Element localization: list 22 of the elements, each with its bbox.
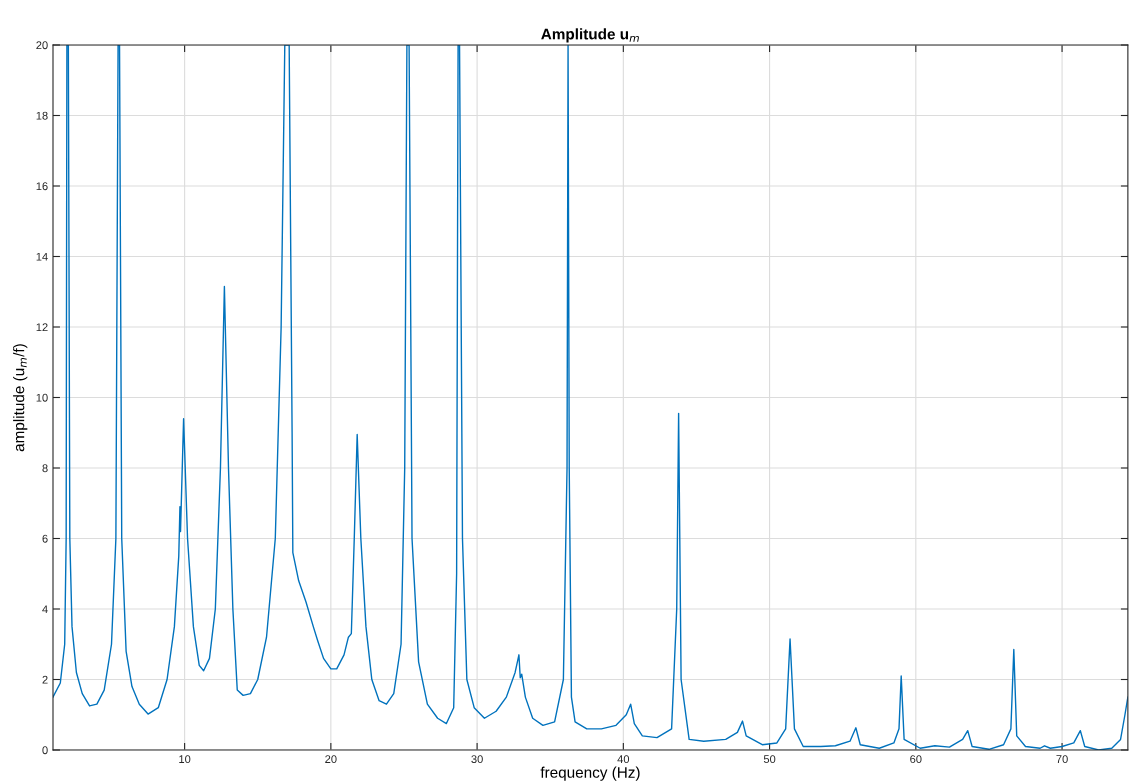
y-tick-label: 6 bbox=[42, 534, 48, 543]
line-series bbox=[53, 45, 1128, 750]
y-tick-label: 4 bbox=[42, 605, 48, 614]
x-tick-label: 70 bbox=[1056, 755, 1068, 764]
y-tick-label: 10 bbox=[36, 393, 48, 402]
x-tick-label: 50 bbox=[763, 755, 776, 764]
y-tick-label: 18 bbox=[36, 111, 48, 120]
y-tick-label: 2 bbox=[42, 675, 48, 684]
x-tick-label: 40 bbox=[617, 755, 630, 764]
y-tick-label: 20 bbox=[36, 41, 48, 50]
y-tick-label: 14 bbox=[36, 252, 48, 261]
x-tick-label: 30 bbox=[471, 755, 483, 764]
y-axis-title: amplitude (u$_{m}$/f) bbox=[13, 344, 28, 452]
y-tick-label: 8 bbox=[42, 464, 48, 473]
y-tick-label: 16 bbox=[36, 182, 48, 191]
x-tick-label: 20 bbox=[325, 755, 337, 764]
x-tick-label: 60 bbox=[910, 755, 922, 764]
x-axis-title: frequency (Hz) bbox=[540, 766, 640, 781]
x-tick-label: 10 bbox=[179, 755, 191, 764]
y-tick-label: 0 bbox=[42, 746, 48, 755]
chart-title: Amplitude u$_{m}$ bbox=[541, 28, 639, 43]
y-tick-label: 12 bbox=[36, 323, 48, 332]
